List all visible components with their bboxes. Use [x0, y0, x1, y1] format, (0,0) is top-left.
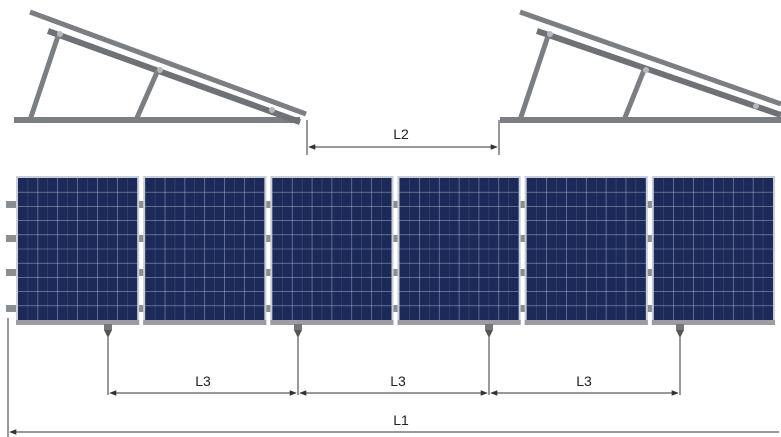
solar-panel-1: [16, 176, 140, 325]
dimension-l1: L1: [7, 318, 779, 437]
mounting-frame-left: [14, 9, 307, 125]
solar-panel-4: [397, 176, 521, 325]
dimension-label-l3-1: L3: [195, 373, 211, 389]
dimension-l3-group: L3 L3 L3: [109, 373, 679, 396]
solar-panel-6: [651, 176, 775, 325]
anchor-bolt-4: [676, 324, 684, 338]
solar-panel-2: [143, 176, 267, 325]
solar-panel-3: [270, 176, 394, 325]
dimension-label-l2: L2: [393, 126, 409, 142]
support-legs: [104, 324, 684, 395]
dimension-l2: L2: [306, 120, 500, 155]
dimension-label-l3-3: L3: [576, 373, 592, 389]
anchor-bolt-2: [294, 324, 302, 338]
anchor-bolt-3: [485, 324, 493, 338]
solar-panel-array: [16, 176, 775, 325]
dimension-label-l1: L1: [393, 412, 409, 428]
anchor-bolt-1: [104, 324, 112, 338]
dimension-label-l3-2: L3: [390, 373, 406, 389]
solar-panel-5: [524, 176, 648, 325]
mounting-frame-right: [500, 9, 781, 123]
